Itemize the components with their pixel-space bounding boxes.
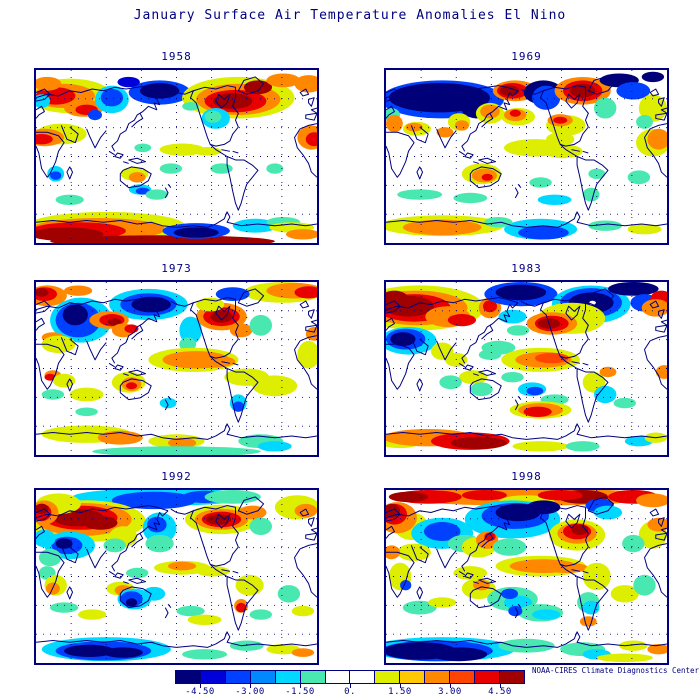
colorbar-tick-label: -4.50 — [185, 687, 215, 697]
panel-1992: 1992 — [34, 470, 319, 665]
colorbar-tick-label: 1.50 — [388, 687, 412, 697]
year-label: 1958 — [161, 50, 192, 63]
credit-text: NOAA-CIRES Climate Diagnostics Center — [532, 666, 700, 675]
colorbar-segment-6 — [324, 670, 351, 684]
year-label: 1983 — [511, 262, 542, 275]
colorbar-tick — [400, 684, 401, 688]
anomaly-map-1992 — [34, 488, 319, 665]
panel-1973: 1973 — [34, 262, 319, 457]
year-label: 1998 — [511, 470, 542, 483]
colorbar-segment-7 — [349, 670, 376, 684]
colorbar-tick-label: 3.00 — [438, 687, 462, 697]
colorbar-tick — [450, 684, 451, 688]
colorbar-segment-2 — [224, 670, 251, 684]
panel-1958: 1958 — [34, 50, 319, 245]
colorbar-segment-11 — [449, 670, 476, 684]
colorbar-tick-label: -3.00 — [235, 687, 265, 697]
panel-1983: 1983 — [384, 262, 669, 457]
colorbar-tick — [250, 684, 251, 688]
anomaly-map-1969 — [384, 68, 669, 245]
colorbar-segment-12 — [474, 670, 500, 684]
panel-1969: 1969 — [384, 50, 669, 245]
colorbar-segment-13 — [498, 670, 525, 684]
colorbar-segment-10 — [424, 670, 451, 684]
colorbar-segment-8 — [374, 670, 401, 684]
colorbar-tick-label: -1.50 — [285, 687, 315, 697]
colorbar-tick-label: 0. — [344, 687, 356, 697]
anomaly-map-1983 — [384, 280, 669, 457]
anomaly-map-1958 — [34, 68, 319, 245]
figure-title: January Surface Air Temperature Anomalie… — [133, 8, 567, 23]
colorbar-segment-1 — [199, 670, 226, 684]
colorbar-tick-label: 4.50 — [488, 687, 512, 697]
colorbar-segment-0 — [175, 670, 201, 684]
colorbar-tick — [350, 684, 351, 688]
year-label: 1992 — [161, 470, 192, 483]
colorbar-tick — [200, 684, 201, 688]
year-label: 1973 — [161, 262, 192, 275]
colorbar-segment-5 — [299, 670, 326, 684]
colorbar-segment-3 — [249, 670, 276, 684]
anomaly-map-1973 — [34, 280, 319, 457]
year-label: 1969 — [511, 50, 542, 63]
colorbar — [175, 670, 525, 684]
colorbar-tick — [500, 684, 501, 688]
colorbar-segment-4 — [274, 670, 301, 684]
colorbar-tick — [300, 684, 301, 688]
panel-1998: 1998 — [384, 470, 669, 665]
anomaly-map-1998 — [384, 488, 669, 665]
colorbar-segment-9 — [399, 670, 426, 684]
